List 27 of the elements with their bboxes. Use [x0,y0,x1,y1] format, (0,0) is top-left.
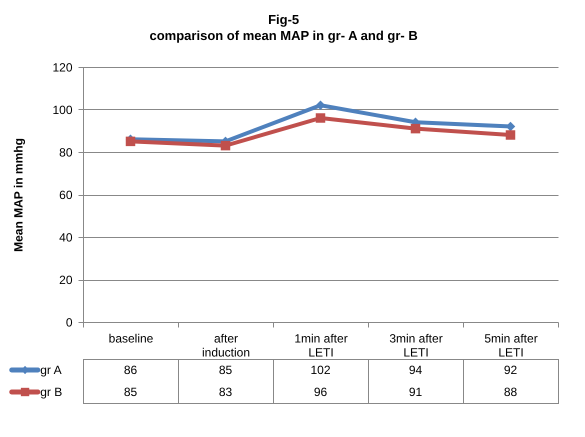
chart-title: Fig-5 [268,12,300,27]
chart-subtitle: comparison of mean MAP in gr- A and gr- B [150,28,418,43]
data-label: 92 [504,363,518,377]
data-label: 96 [314,385,328,399]
data-label: 85 [124,385,138,399]
y-tick-label: 20 [59,273,73,287]
data-label: 94 [408,363,422,377]
y-tick-label: 40 [59,230,73,244]
y-tick-label: 80 [59,146,73,160]
y-tick-label: 60 [59,188,73,202]
y-tick-label: 0 [66,316,73,330]
x-tick-label: 1min after LETI [294,332,348,360]
data-label: 102 [310,363,331,377]
data-label: 85 [218,363,232,377]
data-label: 88 [504,385,518,399]
y-axis-title: Mean MAP in mmhg [12,138,26,252]
x-tick-label: 3min after LETI [389,332,443,360]
legend-label: gr A [40,363,62,377]
data-label: 86 [124,363,138,377]
data-label: 91 [408,385,422,399]
data-label: 83 [218,385,232,399]
x-tick-label: after induction [202,332,250,360]
x-tick-label: 5min after LETI [484,332,538,360]
x-tick-label: baseline [108,332,154,346]
y-tick-label: 100 [52,103,73,117]
y-tick-label: 120 [52,60,73,74]
legend-label: gr B [40,385,62,399]
